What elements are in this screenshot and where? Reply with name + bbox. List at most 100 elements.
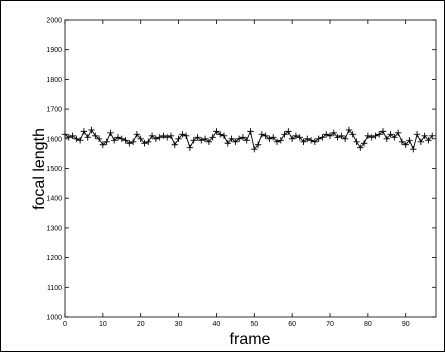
data-point <box>198 137 205 144</box>
data-point <box>114 134 122 141</box>
data-point <box>421 132 428 140</box>
x-axis-label: frame <box>230 331 271 348</box>
data-point <box>69 132 76 140</box>
y-axis-label: focal length <box>31 128 48 210</box>
data-point <box>338 132 345 140</box>
y-tick-label: 1700 <box>46 107 62 114</box>
x-tick-label: 20 <box>137 321 145 328</box>
data-point <box>387 131 394 138</box>
data-point <box>315 135 322 142</box>
data-point <box>148 132 156 140</box>
data-point <box>141 140 148 147</box>
data-point <box>152 135 160 142</box>
data-point <box>376 131 383 138</box>
data-point <box>84 134 91 141</box>
data-point <box>122 137 129 144</box>
y-tick-label: 1800 <box>46 77 62 84</box>
data-point <box>311 138 319 145</box>
data-point <box>88 126 95 134</box>
data-point <box>277 137 284 144</box>
data-point <box>368 134 375 141</box>
data-point <box>402 141 409 148</box>
y-tick-label: 1500 <box>46 166 62 173</box>
data-point <box>398 138 406 145</box>
data-point <box>323 131 330 138</box>
y-tick-label: 1000 <box>46 315 62 322</box>
data-point <box>95 135 103 142</box>
data-point <box>205 138 213 145</box>
data-point <box>209 134 216 141</box>
y-tick-label: 1600 <box>46 136 62 143</box>
data-point <box>76 137 84 144</box>
data-point <box>182 132 190 140</box>
data-point <box>118 135 125 142</box>
data-point <box>258 131 266 138</box>
data-point <box>349 131 356 138</box>
data-point <box>239 134 247 141</box>
data-point <box>160 132 167 140</box>
data-point <box>288 135 296 142</box>
data-point <box>145 138 152 145</box>
data-point <box>429 132 436 140</box>
data-point <box>107 129 114 137</box>
data-point <box>394 129 402 137</box>
data-point <box>345 126 353 134</box>
series-line <box>64 128 433 151</box>
x-tick-label: 80 <box>364 321 372 328</box>
data-point <box>360 140 368 147</box>
x-tick-label: 60 <box>288 321 296 328</box>
data-point <box>425 137 432 144</box>
y-tick-label: 1200 <box>46 255 62 262</box>
data-point <box>243 137 250 144</box>
data-point <box>319 134 326 141</box>
y-tick-label: 1300 <box>46 225 62 232</box>
data-point <box>357 144 364 151</box>
data-point <box>137 135 144 142</box>
data-point <box>334 134 341 141</box>
data-point <box>406 137 413 144</box>
x-tick-label: 0 <box>63 321 67 328</box>
data-point <box>273 138 281 145</box>
data-point <box>292 132 300 140</box>
data-point <box>103 138 110 145</box>
data-point <box>201 135 209 142</box>
x-tick-label: 40 <box>213 321 221 328</box>
data-point <box>99 141 107 148</box>
data-point <box>186 144 194 151</box>
y-tick-label: 1900 <box>46 47 62 54</box>
x-tick-label: 10 <box>99 321 107 328</box>
x-tick-label: 50 <box>250 321 258 328</box>
data-point <box>235 135 243 142</box>
y-tick-label: 1100 <box>47 285 62 292</box>
data-point <box>126 140 133 147</box>
x-tick-label: 30 <box>175 321 183 328</box>
data-point <box>224 140 231 147</box>
plot-area <box>64 19 437 318</box>
data-point <box>251 146 258 153</box>
data-point <box>179 131 186 138</box>
data-point <box>296 134 303 141</box>
data-point <box>232 138 239 145</box>
data-point <box>80 128 88 135</box>
data-point <box>61 131 69 138</box>
data-point <box>156 134 163 141</box>
data-point <box>73 135 80 142</box>
y-tick-label: 2000 <box>46 18 62 25</box>
data-point <box>129 138 137 145</box>
data-point <box>383 135 390 142</box>
data-point <box>92 132 99 140</box>
data-point <box>254 141 262 148</box>
data-point <box>167 132 175 140</box>
data-point <box>364 132 372 140</box>
data-point <box>372 132 379 140</box>
x-axis: 0 10 20 30 40 50 60 70 80 90 <box>63 20 410 328</box>
data-point <box>194 134 201 141</box>
data-point <box>247 128 254 135</box>
data-point <box>213 128 220 135</box>
data-point <box>300 138 307 145</box>
data-point <box>164 134 171 141</box>
data-point <box>220 132 228 140</box>
data-point <box>190 137 197 144</box>
